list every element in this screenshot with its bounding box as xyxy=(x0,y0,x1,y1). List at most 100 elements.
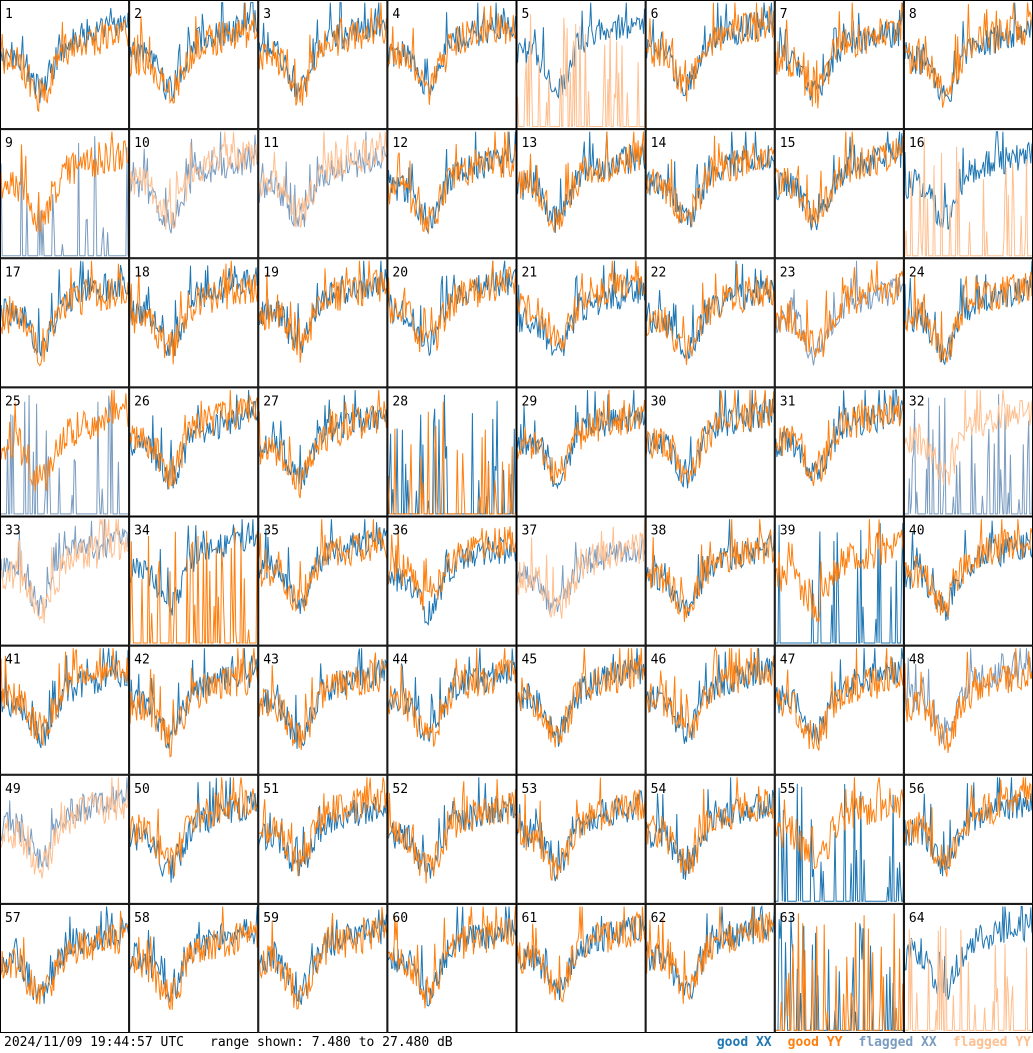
panel-19: 19 xyxy=(258,258,388,388)
panel-12-xx-series xyxy=(387,131,517,235)
panel-20-frame xyxy=(387,258,517,388)
panel-54-yy-series xyxy=(645,777,775,875)
panel-39-xx-series xyxy=(774,523,904,644)
panel-45-yy-series xyxy=(516,648,646,748)
panel-38-frame xyxy=(645,516,775,646)
panel-51-frame xyxy=(258,774,388,904)
panel-11-yy-series xyxy=(258,131,388,228)
panel-59-frame xyxy=(258,903,388,1033)
panel-2-xx-series xyxy=(129,2,259,103)
panel-15: 15 xyxy=(774,129,904,259)
panel-55-yy-series xyxy=(774,777,904,870)
panel-48-yy-series xyxy=(903,648,1033,754)
panel-47: 47 xyxy=(774,645,904,775)
panel-59-yy-series xyxy=(258,906,388,1010)
panel-60: 60 xyxy=(387,903,517,1033)
panel-52-frame xyxy=(387,774,517,904)
panel-30-yy-series xyxy=(645,389,775,484)
panel-32-yy-series xyxy=(903,389,1033,486)
range-label: range shown: 7.480 to 27.480 dB xyxy=(210,1035,453,1050)
panel-58: 58 xyxy=(129,903,259,1033)
panel-54: 54 xyxy=(645,774,775,904)
panel-22-label: 22 xyxy=(651,265,667,280)
panel-54-frame xyxy=(645,774,775,904)
legend-good-yy: good YY xyxy=(787,1035,843,1050)
panel-32: 32 xyxy=(903,387,1033,517)
panel-5-yy-series xyxy=(516,14,646,127)
panel-55-xx-series xyxy=(774,783,904,902)
panel-29: 29 xyxy=(516,387,646,517)
panel-60-label: 60 xyxy=(392,911,408,926)
panel-14-xx-series xyxy=(645,131,775,228)
panel-2-yy-series xyxy=(129,2,259,105)
panel-42: 42 xyxy=(129,645,259,775)
panel-18-label: 18 xyxy=(134,265,150,280)
panel-44-frame xyxy=(387,645,517,775)
panel-64-yy-series xyxy=(903,925,1033,1031)
panel-18-yy-series xyxy=(129,260,259,365)
panel-57: 57 xyxy=(0,903,130,1033)
panel-35-label: 35 xyxy=(263,524,279,539)
panel-28-yy-series xyxy=(387,401,517,515)
panel-34-xx-series xyxy=(129,519,259,616)
panel-64-label: 64 xyxy=(909,911,925,926)
panel-38: 38 xyxy=(645,516,775,646)
panel-21-frame xyxy=(516,258,646,388)
panel-41-yy-series xyxy=(0,648,130,746)
panel-31-label: 31 xyxy=(780,394,796,409)
panel-21-label: 21 xyxy=(522,265,538,280)
panel-3-frame xyxy=(258,0,388,130)
panel-37-frame xyxy=(516,516,646,646)
panel-57-frame xyxy=(0,903,130,1033)
panel-19-yy-series xyxy=(258,260,388,363)
panel-32-label: 32 xyxy=(909,394,925,409)
panel-40-yy-series xyxy=(903,519,1033,618)
panel-16-yy-series xyxy=(903,137,1033,257)
panel-1-yy-series xyxy=(0,19,130,113)
panel-23: 23 xyxy=(774,258,904,388)
panel-21-yy-series xyxy=(516,260,646,351)
panel-27-label: 27 xyxy=(263,394,279,409)
legend-good-xx: good XX xyxy=(716,1035,772,1050)
panel-53: 53 xyxy=(516,774,646,904)
panel-38-yy-series xyxy=(645,519,775,622)
panel-22-yy-series xyxy=(645,263,775,365)
panel-36-yy-series xyxy=(387,526,517,611)
panel-48: 48 xyxy=(903,645,1033,775)
panel-3: 3 xyxy=(258,0,388,130)
panel-13-yy-series xyxy=(516,131,646,233)
panel-52: 52 xyxy=(387,774,517,904)
panel-5-frame xyxy=(516,0,646,130)
panel-53-yy-series xyxy=(516,777,646,881)
panel-44-label: 44 xyxy=(392,653,408,668)
panel-38-xx-series xyxy=(645,519,775,617)
panel-1-label: 1 xyxy=(5,7,13,22)
panel-43: 43 xyxy=(258,645,388,775)
panel-9-yy-series xyxy=(0,131,130,233)
panel-33-xx-series xyxy=(0,519,130,617)
panel-7-label: 7 xyxy=(780,7,788,22)
panel-7-yy-series xyxy=(774,2,904,109)
panel-3-label: 3 xyxy=(263,7,271,22)
panel-23-frame xyxy=(774,258,904,388)
panel-51-yy-series xyxy=(258,777,388,877)
panel-20-yy-series xyxy=(387,260,517,353)
panel-37-label: 37 xyxy=(522,524,538,539)
panel-23-xx-series xyxy=(774,260,904,366)
panel-64-xx-series xyxy=(903,906,1033,1000)
panel-50-yy-series xyxy=(129,777,259,877)
panel-58-yy-series xyxy=(129,906,259,1010)
panel-8-xx-series xyxy=(903,2,1033,103)
panel-19-label: 19 xyxy=(263,265,279,280)
panel-37-xx-series xyxy=(516,534,646,615)
panel-60-yy-series xyxy=(387,906,517,1009)
panel-14: 14 xyxy=(645,129,775,259)
panel-10-frame xyxy=(129,129,259,259)
panel-9: 9 xyxy=(0,129,130,259)
panel-30: 30 xyxy=(645,387,775,517)
panel-55-label: 55 xyxy=(780,782,796,797)
panel-28: 28 xyxy=(387,387,517,517)
panel-44: 44 xyxy=(387,645,517,775)
panel-39-label: 39 xyxy=(780,524,796,539)
